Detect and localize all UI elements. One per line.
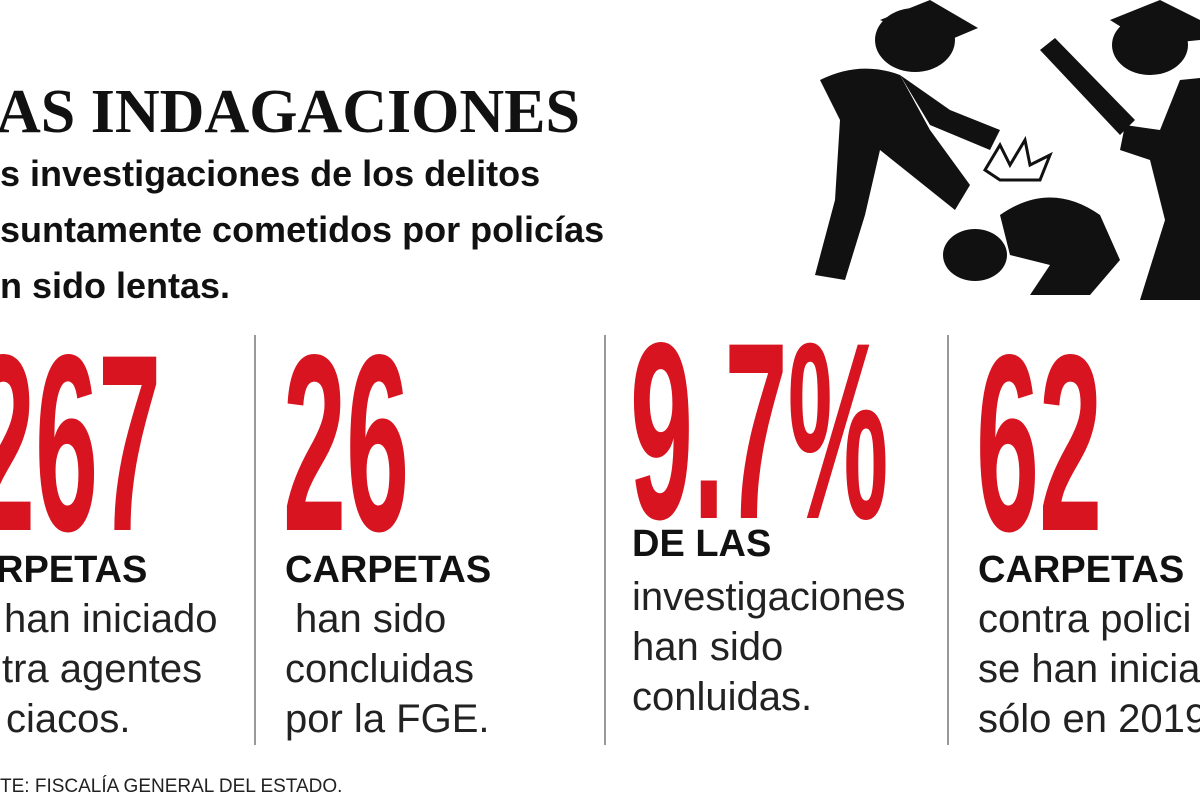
subtitle-line: n sido lentas.: [0, 265, 230, 306]
stat-description: por la FGE.: [285, 697, 490, 741]
stat-description: sólo en 2019: [978, 697, 1200, 741]
stat-description: contra polici: [978, 597, 1191, 641]
stat-description: tra agentes: [2, 647, 202, 691]
stat-label: CARPETAS: [285, 549, 491, 591]
stat-label: CARPETAS: [978, 549, 1184, 591]
subtitle-line: s investigaciones de los delitos: [0, 153, 540, 194]
stat-number: 9.7%: [630, 291, 888, 572]
stat-number: 26: [283, 303, 409, 584]
stat-label: DE LAS: [632, 523, 771, 565]
stat-description: se han inicia: [978, 647, 1200, 691]
stat-description: han iniciado: [4, 597, 218, 641]
stat-description: han sido: [295, 597, 446, 641]
stat-number: 267: [0, 303, 161, 584]
illustration: [815, 0, 1200, 300]
stat-description: investigaciones: [632, 575, 906, 619]
stat-number: 62: [976, 303, 1102, 584]
subtitle-line: suntamente cometidos por policías: [0, 209, 604, 250]
stat-description: conluidas.: [632, 675, 812, 719]
source: TE: FISCALÍA GENERAL DEL ESTADO.: [0, 776, 342, 797]
stat-label: RPETAS: [0, 549, 147, 591]
stat-description: han sido: [632, 625, 783, 669]
title: AS INDAGACIONES: [0, 78, 580, 146]
stat-description: concluidas: [285, 647, 474, 691]
stat-description: ciacos.: [6, 697, 131, 741]
